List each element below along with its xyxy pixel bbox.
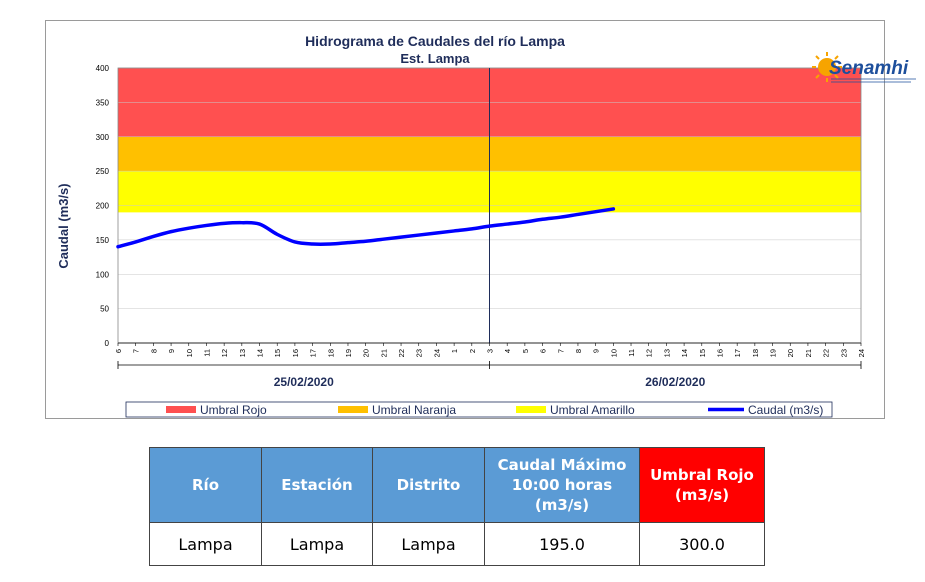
date-label: 26/02/2020: [645, 375, 705, 389]
x-tick-label: 24: [432, 349, 441, 357]
x-tick-label: 18: [751, 349, 760, 357]
x-tick-label: 5: [521, 349, 530, 353]
legend-swatch: [338, 406, 368, 413]
cell-umbral-rojo: 300.0: [639, 522, 765, 566]
x-tick-label: 14: [256, 349, 265, 357]
x-tick-label: 21: [379, 349, 388, 357]
x-tick-label: 15: [273, 349, 282, 357]
y-tick-label: 350: [96, 98, 110, 107]
y-tick-label: 250: [96, 167, 110, 176]
x-tick-label: 3: [486, 349, 495, 353]
legend: Umbral Rojo Umbral Naranja Umbral Amarillo…: [125, 401, 833, 418]
x-tick-label: 4: [503, 349, 512, 353]
x-tick-label: 19: [344, 349, 353, 357]
x-tick-label: 23: [415, 349, 424, 357]
legend-label: Umbral Rojo: [200, 403, 267, 417]
x-tick-label: 22: [397, 349, 406, 357]
x-tick-label: 13: [238, 349, 247, 357]
header-caudal-maximo: Caudal Máximo 10:00 horas (m3/s): [484, 447, 640, 523]
sun-icon: [812, 52, 842, 82]
x-tick-label: 12: [645, 349, 654, 357]
x-tick-label: 13: [662, 349, 671, 357]
x-tick-label: 7: [556, 349, 565, 353]
x-tick-label: 19: [769, 349, 778, 357]
x-tick-label: 17: [309, 349, 318, 357]
cell-distrito: Lampa: [372, 522, 485, 566]
legend-label: Umbral Naranja: [372, 403, 456, 417]
cell-caudal-maximo: 195.0: [484, 522, 640, 566]
x-tick-label: 2: [468, 349, 477, 353]
y-tick-label: 150: [96, 236, 110, 245]
series-line-caudal: [116, 207, 616, 249]
x-tick-label: 9: [167, 349, 176, 353]
x-tick-label: 22: [822, 349, 831, 357]
x-tick-label: 20: [786, 349, 795, 357]
header-estacion: Estación: [261, 447, 373, 523]
x-tick-label: 24: [857, 349, 866, 357]
y-tick-label: 50: [100, 305, 109, 314]
date-label: 25/02/2020: [274, 375, 334, 389]
x-tick-label: 6: [114, 349, 123, 353]
x-tick-label: 7: [132, 349, 141, 353]
y-tick-label: 0: [105, 339, 110, 348]
x-tick-label: 8: [574, 349, 583, 353]
legend-swatch: [516, 406, 546, 413]
hydrograph-chart: Hidrograma de Caudales del río Lampa Est…: [56, 33, 866, 418]
x-tick-label: 18: [326, 349, 335, 357]
y-axis-label: Caudal (m3/s): [56, 183, 71, 268]
legend-label: Caudal (m3/s): [748, 403, 823, 417]
summary-table: Río Estación Distrito Caudal Máximo 10:0…: [149, 447, 765, 566]
header-rio: Río: [149, 447, 262, 523]
cell-estacion: Lampa: [261, 522, 373, 566]
legend-box: [125, 401, 833, 418]
x-tick-label: 23: [839, 349, 848, 357]
chart-subtitle: Est. Lampa: [400, 51, 470, 66]
table-header-row: Río Estación Distrito Caudal Máximo 10:0…: [149, 447, 765, 523]
y-tick-label: 400: [96, 64, 110, 73]
logo-text: Senamhi: [829, 58, 909, 79]
legend-swatch: [166, 406, 196, 413]
x-tick-label: 15: [698, 349, 707, 357]
x-tick-label: 6: [539, 349, 548, 353]
y-tick-label: 100: [96, 270, 110, 279]
y-tick-label: 200: [96, 202, 110, 211]
cell-rio: Lampa: [149, 522, 262, 566]
header-umbral-rojo: Umbral Rojo (m3/s): [639, 447, 765, 523]
x-tick-label: 16: [715, 349, 724, 357]
x-tick-label: 16: [291, 349, 300, 357]
x-tick-label: 11: [627, 349, 636, 357]
x-tick-label: 21: [804, 349, 813, 357]
x-tick-label: 14: [680, 349, 689, 357]
x-tick-label: 8: [149, 349, 158, 353]
x-tick-label: 12: [220, 349, 229, 357]
x-tick-label: 10: [185, 349, 194, 357]
x-tick-label: 20: [362, 349, 371, 357]
chart-title: Hidrograma de Caudales del río Lampa: [305, 33, 565, 49]
chart-frame: Hidrograma de Caudales del río Lampa Est…: [45, 20, 916, 419]
x-tick-label: 1: [450, 349, 459, 353]
table-row: Lampa Lampa Lampa 195.0 300.0: [149, 522, 765, 566]
x-tick-label: 11: [202, 349, 211, 357]
x-tick-label: 10: [609, 349, 618, 357]
legend-label: Umbral Amarillo: [550, 403, 635, 417]
x-tick-label: 17: [733, 349, 742, 357]
senamhi-logo: Senamhi: [811, 51, 921, 87]
y-tick-label: 300: [96, 133, 110, 142]
header-distrito: Distrito: [372, 447, 485, 523]
x-tick-label: 9: [592, 349, 601, 353]
